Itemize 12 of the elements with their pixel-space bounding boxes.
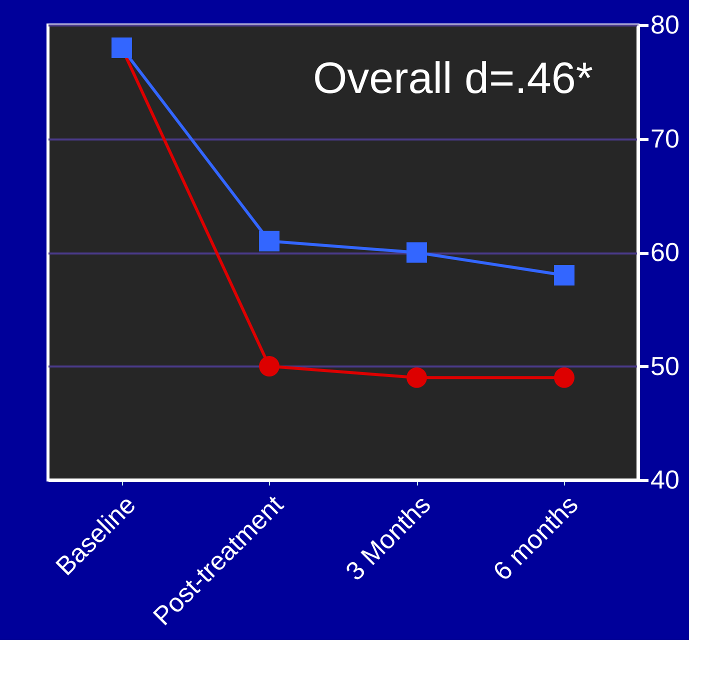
point xyxy=(554,265,574,286)
y-tick-label: 40 xyxy=(650,464,680,494)
point xyxy=(259,356,280,376)
annotation: Overall d=.46* xyxy=(312,54,593,103)
y-tick-label: 60 xyxy=(650,237,680,267)
point xyxy=(259,230,280,252)
y-tick-label: 80 xyxy=(650,10,680,40)
y-tick-label: 70 xyxy=(650,123,680,154)
y-tick-label: 50 xyxy=(650,350,680,381)
point xyxy=(554,367,574,388)
point xyxy=(406,367,427,388)
point xyxy=(406,242,427,263)
